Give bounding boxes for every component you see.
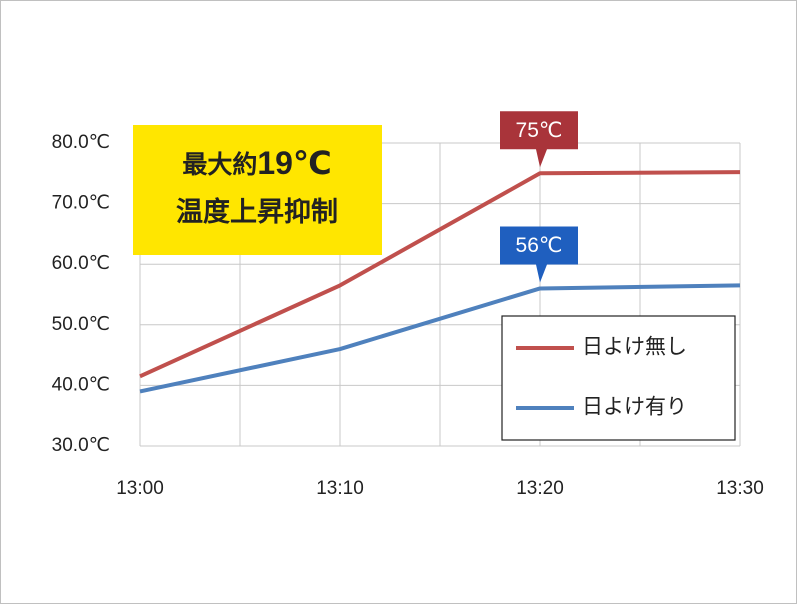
legend-label: 日よけ無し	[582, 336, 687, 359]
y-tick-label: 30.0℃	[52, 435, 110, 456]
highlight-emphasis: 19℃	[257, 145, 331, 181]
legend-box	[501, 315, 736, 441]
y-tick-label: 70.0℃	[52, 193, 110, 214]
data-line	[139, 283, 741, 394]
callout-box	[500, 111, 578, 168]
highlight-text: 最大約19℃	[182, 145, 331, 181]
highlight-text: 温度上昇抑制	[176, 196, 338, 227]
value-label: 75℃	[516, 119, 563, 142]
callout-box	[500, 226, 578, 283]
y-tick-label: 80.0℃	[52, 132, 110, 153]
highlight-prefix: 最大約	[182, 150, 257, 179]
x-tick-label: 13:20	[516, 478, 564, 499]
x-tick-label: 13:00	[116, 478, 164, 499]
y-tick-label: 40.0℃	[52, 374, 110, 395]
data-line	[139, 170, 741, 379]
value-label: 56℃	[516, 234, 563, 257]
y-tick-label: 50.0℃	[52, 314, 110, 335]
x-tick-label: 13:10	[316, 478, 364, 499]
highlight-box	[133, 125, 382, 255]
x-tick-label: 13:30	[716, 478, 764, 499]
y-tick-label: 60.0℃	[52, 253, 110, 274]
legend-label: 日よけ有り	[582, 396, 687, 419]
